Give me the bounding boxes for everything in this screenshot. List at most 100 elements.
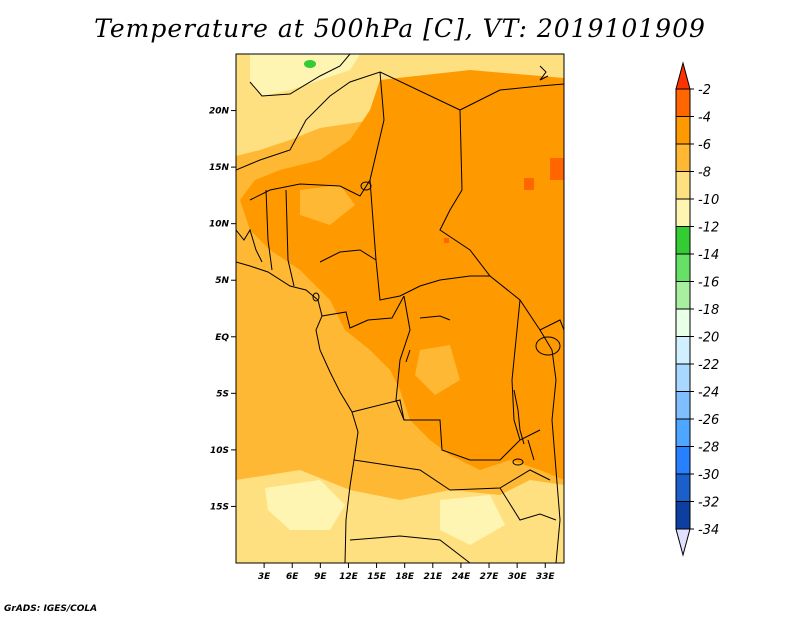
grads-credit: GrADS: IGES/COLA xyxy=(4,604,98,614)
border-path-14 xyxy=(236,228,263,263)
colorbar-label: -4 xyxy=(698,111,711,126)
colorbar-swatch xyxy=(675,88,691,117)
lake-victoria xyxy=(535,336,561,356)
colorbar-label: -22 xyxy=(698,358,719,373)
colorbar: -2 -4 -6 -8 -10 -12 -14 -16 -18 -20 -22 -24 -26 -28 -3… xyxy=(675,61,719,557)
lat-tick-label: 20N xyxy=(209,107,230,117)
colorbar-swatch xyxy=(675,143,691,172)
colorbar-swatch xyxy=(675,418,691,447)
colorbar-label: -26 xyxy=(698,413,719,428)
field-hot-spot-1 xyxy=(524,178,534,190)
lon-tick-label: 24E xyxy=(452,572,472,582)
lon-tick-label: 9E xyxy=(314,572,327,582)
border-path-16 xyxy=(285,189,295,287)
field-cool-patch-southwest xyxy=(236,530,280,563)
colorbar-swatch xyxy=(675,116,691,145)
coastline-west xyxy=(236,261,359,563)
colorbar-label: -20 xyxy=(698,331,719,346)
lon-tick-label: 33E xyxy=(536,572,556,582)
lon-tick-label: 12E xyxy=(339,572,359,582)
map-frame xyxy=(235,53,565,564)
border-path-5 xyxy=(319,249,377,263)
lon-tick-label: 15E xyxy=(367,572,387,582)
colorbar-label: -34 xyxy=(698,523,719,538)
border-path-18 xyxy=(539,65,549,81)
colorbar-swatch xyxy=(675,391,691,420)
colorbar-label: -32 xyxy=(698,496,719,511)
lon-tick-label: 30E xyxy=(508,572,528,582)
border-path-8 xyxy=(351,399,405,421)
border-path-11 xyxy=(499,487,557,521)
lon-tick-label: 3E xyxy=(258,572,271,582)
field-mid-patch-1 xyxy=(300,185,355,225)
field-hot-spot-2 xyxy=(550,158,564,180)
lon-tick-label: 6E xyxy=(286,572,299,582)
border-path-10 xyxy=(349,535,471,563)
temperature-field xyxy=(236,54,564,563)
field-mid-patch-2 xyxy=(415,345,460,395)
field-hot-spot-3 xyxy=(444,238,449,243)
lakes xyxy=(312,181,561,466)
colorbar-swatch xyxy=(675,226,691,255)
lake-chad xyxy=(360,181,372,191)
border-path-17 xyxy=(249,54,351,97)
lon-tick-label: 27E xyxy=(480,572,500,582)
colorbar-swatch xyxy=(675,501,691,530)
border-path-13 xyxy=(539,329,561,563)
lat-tick-label: 10S xyxy=(210,446,229,456)
country-borders xyxy=(236,54,564,563)
lat-tick-label: 5S xyxy=(216,389,229,399)
lake-malawi xyxy=(527,439,535,461)
colorbar-swatch xyxy=(675,171,691,200)
river-segment-1 xyxy=(419,315,451,321)
border-path-3 xyxy=(459,83,564,111)
colorbar-label: -30 xyxy=(698,468,719,483)
colorbar-swatch xyxy=(675,446,691,475)
field-pale-patch-south-2 xyxy=(440,495,505,545)
field-warm-region xyxy=(240,70,564,480)
colorbar-swatch xyxy=(675,473,691,502)
river-segment-2 xyxy=(405,349,411,363)
lat-tick-label: EQ xyxy=(215,333,229,343)
field-pale-region-north xyxy=(250,54,360,96)
border-path-1 xyxy=(236,71,564,331)
colorbar-label: -12 xyxy=(698,221,719,236)
colorbar-swatch xyxy=(675,198,691,227)
map-title: Temperature at 500hPa [C], VT: 201910190… xyxy=(94,14,706,43)
lon-tick-label: 21E xyxy=(423,572,443,582)
field-pale-patch-south-1 xyxy=(265,480,345,530)
border-path-6 xyxy=(321,295,405,329)
colorbar-swatch xyxy=(675,281,691,310)
border-path-9 xyxy=(353,459,551,491)
colorbar-label: -10 xyxy=(698,193,719,208)
colorbar-swatch xyxy=(675,308,691,337)
lake-tanganyika xyxy=(513,389,525,445)
lake-2 xyxy=(512,458,524,466)
lat-tick-label: 15S xyxy=(210,502,229,512)
border-path-2 xyxy=(249,71,385,201)
colorbar-swatch xyxy=(675,253,691,282)
border-path-12 xyxy=(511,299,521,441)
colorbar-label: -24 xyxy=(698,386,719,401)
lat-tick-label: 10N xyxy=(209,220,230,230)
lat-tick-label: 5N xyxy=(215,276,229,286)
border-path-4 xyxy=(369,179,490,301)
colorbar-swatch xyxy=(675,363,691,392)
lat-tick-label: 15N xyxy=(209,163,230,173)
colorbar-label: -8 xyxy=(698,166,711,181)
border-path-7 xyxy=(395,295,541,461)
colorbar-label: -2 xyxy=(698,83,711,98)
latitude-axis: 20N 15N 10N 5N EQ 5S 10S 15S xyxy=(209,107,236,512)
colorbar-label: -6 xyxy=(698,138,711,153)
colorbar-label: -16 xyxy=(698,276,719,291)
field-green-spot xyxy=(304,60,316,68)
colorbar-label: -14 xyxy=(698,248,719,263)
lon-tick-label: 18E xyxy=(395,572,415,582)
border-path-15 xyxy=(265,189,273,271)
lake-1 xyxy=(312,292,320,302)
longitude-axis: 3E 6E 9E 12E 15E 18E 21E 24E 27E 30E 33E xyxy=(258,563,556,582)
colorbar-top-triangle xyxy=(675,61,691,90)
colorbar-swatch xyxy=(675,336,691,365)
colorbar-label: -28 xyxy=(698,441,719,456)
